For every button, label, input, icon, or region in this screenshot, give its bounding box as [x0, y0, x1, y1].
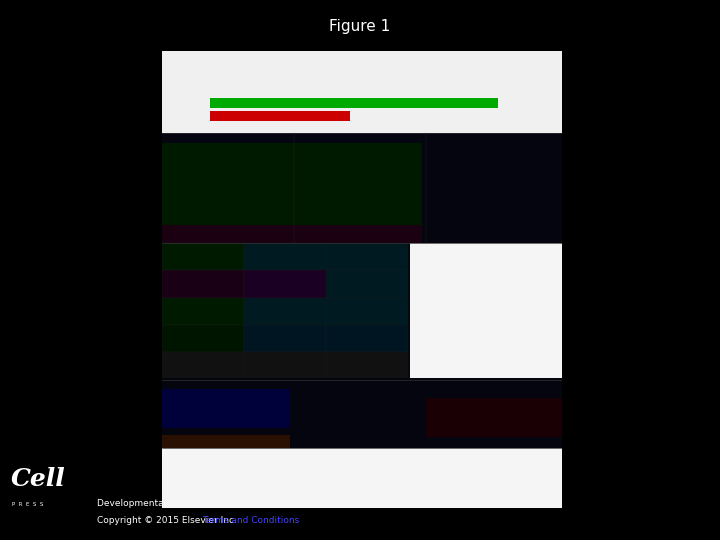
Bar: [162, 377, 562, 448]
Bar: [162, 448, 562, 508]
Bar: [162, 143, 422, 234]
Bar: [326, 353, 408, 380]
Bar: [162, 325, 244, 353]
Bar: [162, 225, 422, 243]
Text: Figure 1: Figure 1: [329, 19, 391, 34]
Text: Copyright © 2015 Elsevier Inc.: Copyright © 2015 Elsevier Inc.: [97, 516, 240, 525]
Bar: [162, 243, 410, 380]
Bar: [210, 111, 350, 120]
Bar: [244, 353, 326, 380]
Bar: [244, 325, 326, 353]
Bar: [244, 298, 326, 325]
Text: Cell: Cell: [11, 468, 66, 491]
Bar: [162, 389, 290, 428]
Bar: [162, 133, 562, 243]
Bar: [162, 353, 244, 380]
Bar: [162, 298, 244, 325]
Bar: [326, 271, 408, 298]
Bar: [244, 271, 326, 298]
Bar: [326, 243, 408, 271]
Bar: [326, 325, 408, 353]
Bar: [162, 435, 290, 448]
Text: P  R  E  S  S: P R E S S: [12, 502, 44, 507]
Bar: [162, 51, 562, 133]
Bar: [326, 298, 408, 325]
Bar: [162, 271, 244, 298]
Bar: [244, 243, 326, 271]
Text: Terms and Conditions: Terms and Conditions: [202, 516, 299, 525]
Bar: [426, 398, 562, 437]
Text: Developmental Cell 2015 335-21 DOI: (10.1016/j.devcel.2015.02.003): Developmental Cell 2015 335-21 DOI: (10.…: [97, 500, 415, 509]
Bar: [410, 243, 562, 380]
Bar: [210, 98, 498, 109]
Bar: [162, 243, 244, 271]
